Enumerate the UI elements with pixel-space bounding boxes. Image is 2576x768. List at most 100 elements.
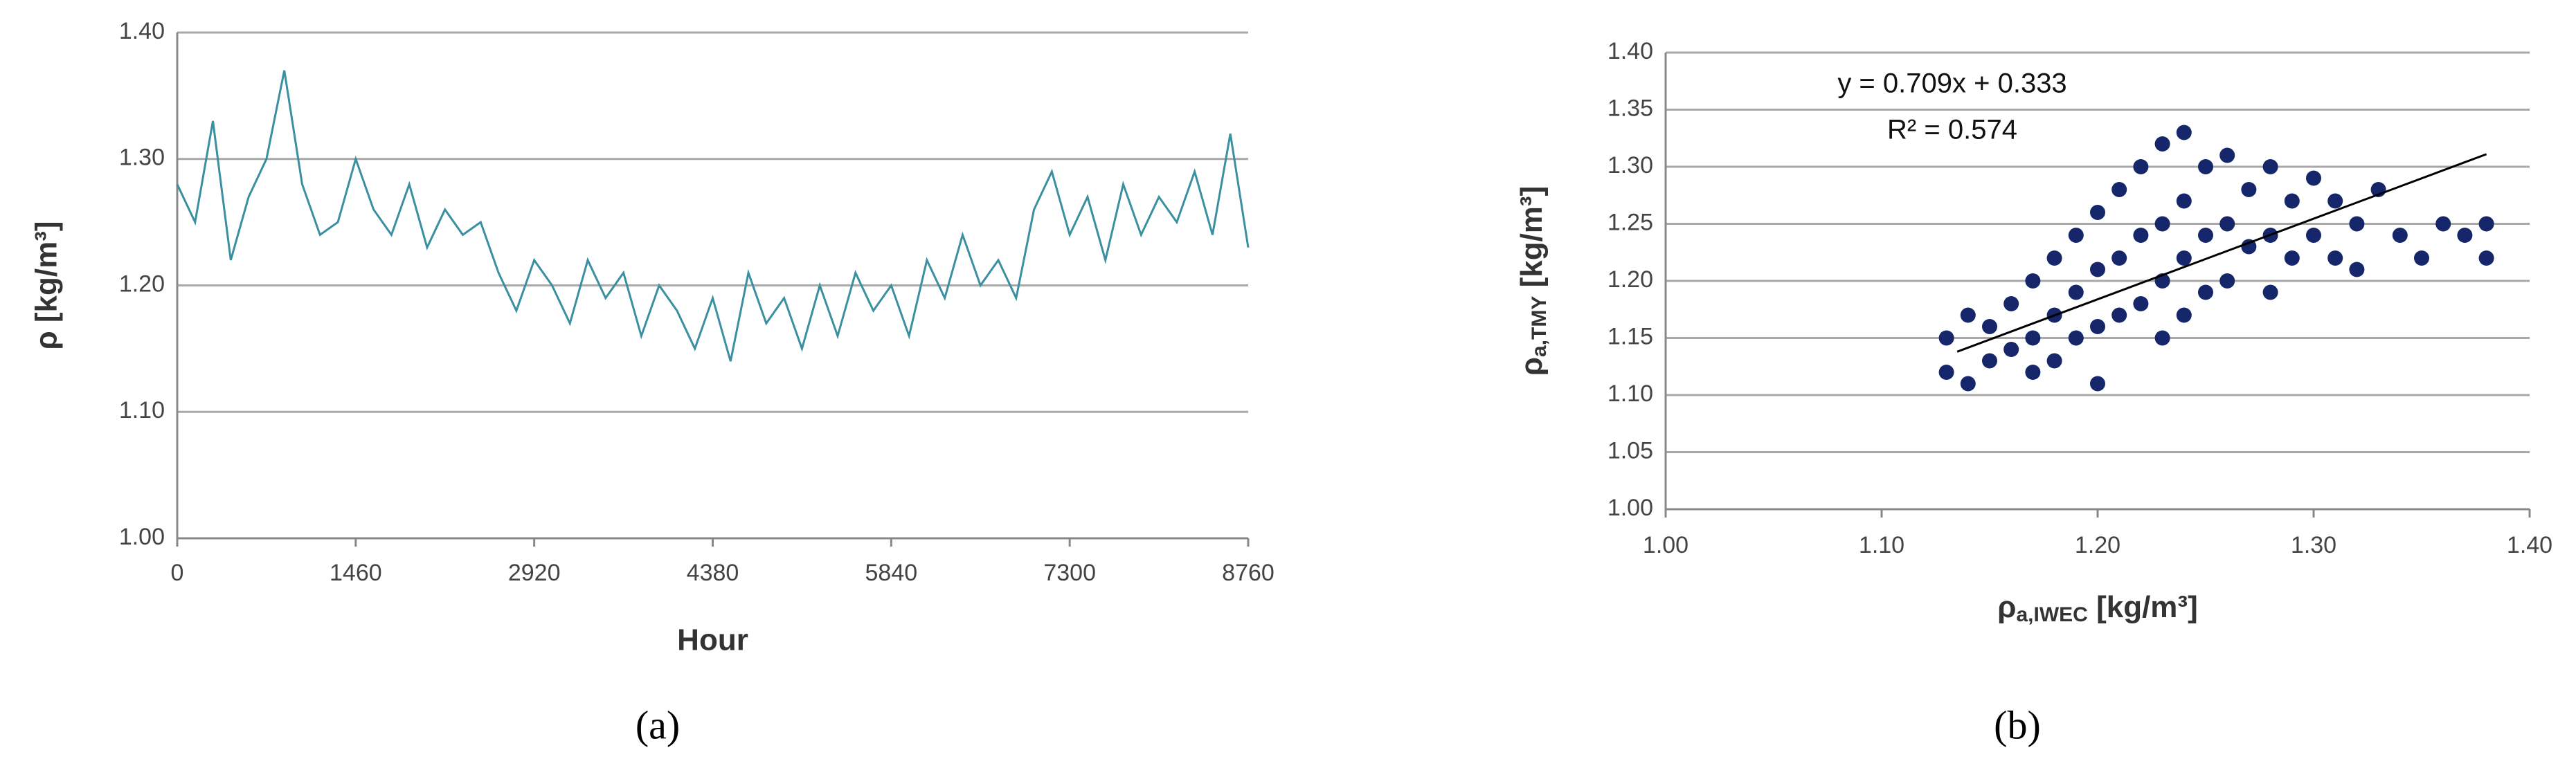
axis-title: ρa,TMY [kg/m³]	[1515, 186, 1551, 376]
scatter-point	[2003, 342, 2019, 357]
scatter-point	[2090, 262, 2105, 277]
y-tick-label: 1.20	[1607, 266, 1653, 293]
scatter-point	[2414, 250, 2429, 266]
scatter-point	[2327, 250, 2343, 266]
scatter-point	[2068, 330, 2084, 346]
y-tick-label: 1.40	[1607, 38, 1653, 64]
axis-subscript: a,TMY	[1528, 296, 1551, 357]
scatter-point	[2176, 125, 2192, 140]
scatter-point	[2046, 353, 2062, 369]
y-tick-label: 1.00	[1607, 495, 1653, 521]
axis-title: ρ [kg/m³]	[30, 221, 64, 349]
y-tick-label: 1.25	[1607, 209, 1653, 235]
scatter-point	[2198, 228, 2213, 243]
scatter-point	[2133, 296, 2149, 311]
scatter-point	[2392, 228, 2408, 243]
data-line	[176, 70, 1250, 362]
scatter-point	[1960, 307, 1976, 323]
scatter-point	[2154, 136, 2170, 152]
x-tick-label: 1460	[330, 560, 382, 586]
scatter-point	[2241, 239, 2257, 255]
scatter-point	[2241, 182, 2257, 197]
scatter-point	[2133, 228, 2149, 243]
annotation: R² = 0.574	[1887, 115, 2017, 145]
scatter-point	[2176, 193, 2192, 209]
scatter-point	[2003, 296, 2019, 311]
scatter-point	[2327, 193, 2343, 209]
scatter-point	[2111, 250, 2127, 266]
x-tick-label: 1.20	[2075, 532, 2120, 558]
scatter-point	[2219, 147, 2235, 163]
scatter-point	[2306, 170, 2321, 186]
scatter-point	[2111, 307, 2127, 323]
scatter-point	[1960, 376, 1976, 392]
x-tick-label: 4380	[687, 560, 739, 586]
scatter-point	[2306, 228, 2321, 243]
scatter-point	[2198, 284, 2213, 300]
axis-title: Hour	[677, 623, 748, 657]
x-tick-label: 1.00	[1643, 532, 1688, 558]
scatter-point	[2349, 262, 2365, 277]
annotation: y = 0.709x + 0.333	[1837, 68, 2066, 99]
scatter-point	[1982, 319, 1997, 334]
axis-symbol: ρ	[1997, 590, 2016, 624]
x-tick-label: 1.10	[1859, 532, 1904, 558]
scatter-point	[2262, 284, 2278, 300]
y-tick-label: 1.30	[1607, 152, 1653, 179]
caption: (a)	[636, 702, 680, 747]
x-tick-label: 1.30	[2291, 532, 2336, 558]
x-tick-label: 5840	[865, 560, 918, 586]
y-tick-label: 1.05	[1607, 437, 1653, 464]
y-tick-label: 1.00	[119, 524, 165, 550]
scatter-point	[2284, 193, 2300, 209]
scatter-point	[2176, 250, 2192, 266]
scatter-point	[2090, 319, 2105, 334]
y-tick-label: 1.10	[119, 397, 165, 423]
axis-symbol: ρ	[1515, 357, 1549, 376]
scatter-point	[1938, 365, 1954, 380]
scatter-point	[2176, 307, 2192, 323]
axis-subscript: a,IWEC	[2016, 603, 2087, 626]
scatter-point	[2090, 205, 2105, 220]
caption: (b)	[1994, 702, 2041, 747]
axis-unit: [kg/m³]	[2088, 590, 2198, 624]
scatter-point	[2068, 284, 2084, 300]
y-tick-label: 1.10	[1607, 381, 1653, 407]
scatter-point	[2154, 330, 2170, 346]
scatter-point	[2111, 182, 2127, 197]
scatter-point	[2025, 273, 2041, 289]
scatter-point	[2068, 228, 2084, 243]
scatter-point	[2198, 159, 2213, 174]
y-tick-label: 1.30	[119, 145, 165, 171]
x-tick-label: 1.40	[2507, 532, 2552, 558]
x-tick-label: 2920	[508, 560, 561, 586]
scatter-point	[2349, 216, 2365, 232]
scatter-point	[2262, 159, 2278, 174]
x-tick-label: 0	[171, 560, 184, 586]
scatter-point	[2090, 376, 2105, 392]
scatter-point	[2219, 216, 2235, 232]
scatter-point	[2133, 159, 2149, 174]
scatter-point	[2025, 365, 2041, 380]
y-tick-label: 1.20	[119, 271, 165, 297]
scatter-point	[2457, 228, 2473, 243]
y-tick-label: 1.40	[119, 18, 165, 44]
scatter-point	[2284, 250, 2300, 266]
scatter-point	[2478, 216, 2494, 232]
x-tick-label: 7300	[1043, 560, 1096, 586]
axis-unit: [kg/m³]	[1515, 186, 1549, 296]
y-tick-label: 1.15	[1607, 323, 1653, 349]
x-tick-label: 8760	[1222, 560, 1275, 586]
scatter-point	[1938, 330, 1954, 346]
axis-title: ρa,IWEC [kg/m³]	[1997, 590, 2197, 626]
scatter-point	[2435, 216, 2451, 232]
scatter-point	[2154, 216, 2170, 232]
y-tick-label: 1.35	[1607, 95, 1653, 121]
scatter-point	[2219, 273, 2235, 289]
scatter-point	[2025, 330, 2041, 346]
scatter-point	[2046, 250, 2062, 266]
scatter-point	[1982, 353, 1997, 369]
scatter-point	[2478, 250, 2494, 266]
trendline	[1956, 153, 2487, 353]
